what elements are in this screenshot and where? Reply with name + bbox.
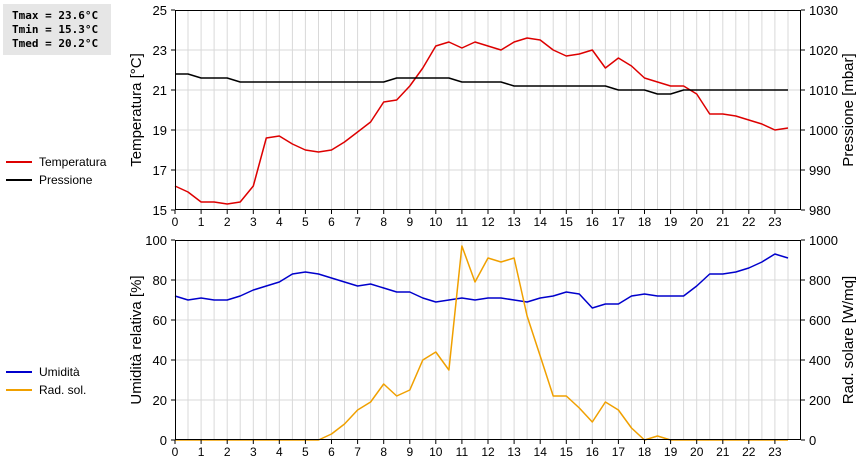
x-tick-label-top: 1 [198,215,205,229]
x-tick-label-bottom: 23 [768,445,782,459]
x-tick-label-bottom: 20 [690,445,704,459]
plot-frame-top [175,10,801,210]
x-tick-label-top: 2 [224,215,231,229]
x-tick-label-bottom: 5 [302,445,309,459]
x-tick-label-top: 8 [380,215,387,229]
legend-label-umidita: Umidità [39,365,80,379]
x-tick-label-top: 4 [276,215,283,229]
x-tick-label-top: 23 [768,215,782,229]
x-tick-label-bottom: 16 [586,445,600,459]
y-left-tick-label-top: 25 [153,3,167,18]
x-tick-label-top: 18 [638,215,652,229]
legend-swatch-pressione [6,179,32,181]
y-right-tick-label-top: 1030 [809,3,838,18]
series-line-pressione [175,73,788,95]
x-tick-label-top: 17 [612,215,626,229]
y-right-tick-label-bottom: 400 [809,353,831,368]
x-tick-label-bottom: 15 [560,445,574,459]
legend-swatch-rad-sol [6,389,32,391]
x-tick-label-top: 7 [354,215,361,229]
series-line-rad-sol- [175,245,788,441]
y-right-tick-label-bottom: 200 [809,393,831,408]
x-tick-label-bottom: 14 [534,445,548,459]
x-tick-label-bottom: 2 [224,445,231,459]
x-tick-label-bottom: 17 [612,445,626,459]
x-tick-label-bottom: 3 [250,445,257,459]
y-left-tick-label-top: 19 [153,123,167,138]
y-left-tick-label-bottom: 20 [153,393,167,408]
x-tick-label-top: 9 [406,215,413,229]
y-left-tick-label-bottom: 0 [160,433,167,448]
stats-box: Tmax = 23.6°C Tmin = 15.3°C Tmed = 20.2°… [3,4,111,55]
y-left-tick-label-bottom: 100 [145,233,167,248]
series-line-umidit- [174,253,789,309]
y-left-tick-label-bottom: 40 [153,353,167,368]
x-tick-label-top: 10 [429,215,443,229]
plot-frame-bottom [175,240,801,440]
y-right-axis-title-top: Pressione [mbar] [840,53,857,166]
x-tick-label-bottom: 11 [456,445,469,459]
y-right-tick-label-bottom: 1000 [809,233,838,248]
x-tick-label-bottom: 1 [198,445,205,459]
legend-label-temperatura: Temperatura [39,155,107,169]
y-right-tick-label-bottom: 800 [809,273,831,288]
x-tick-label-bottom: 4 [276,445,283,459]
x-tick-label-top: 3 [250,215,257,229]
x-tick-label-top: 0 [172,215,179,229]
x-tick-label-top: 13 [507,215,521,229]
x-tick-label-bottom: 7 [354,445,361,459]
x-tick-label-bottom: 22 [742,445,756,459]
y-right-tick-label-top: 1020 [809,43,838,58]
legend-label-pressione: Pressione [39,173,93,187]
legend-swatch-temperatura [6,161,32,163]
x-tick-label-bottom: 19 [664,445,678,459]
x-tick-label-top: 6 [328,215,335,229]
x-tick-label-top: 5 [302,215,309,229]
tmin-text: Tmin = 15.3°C [12,23,99,36]
x-tick-label-top: 14 [534,215,548,229]
x-tick-label-top: 21 [716,215,730,229]
legend-label-rad-sol: Rad. sol. [39,383,87,397]
x-tick-label-top: 20 [690,215,704,229]
x-tick-label-top: 15 [560,215,574,229]
y-right-tick-label-top: 980 [809,203,831,218]
x-tick-label-top: 22 [742,215,756,229]
y-left-axis-title-bottom: Umidità relativa [%] [128,275,145,404]
x-tick-label-bottom: 18 [638,445,652,459]
x-tick-label-top: 16 [586,215,600,229]
tmed-text: Tmed = 20.2°C [12,37,99,50]
y-left-tick-label-top: 21 [153,83,167,98]
y-left-tick-label-top: 17 [153,163,167,178]
y-right-tick-label-top: 1000 [809,123,838,138]
y-left-axis-title-top: Temperatura [°C] [128,53,145,167]
x-tick-label-top: 11 [456,215,469,229]
x-tick-label-bottom: 21 [716,445,730,459]
x-tick-label-top: 12 [481,215,495,229]
x-tick-label-bottom: 9 [406,445,413,459]
x-tick-label-bottom: 8 [380,445,387,459]
y-right-axis-title-bottom: Rad. solare [W/mq] [840,276,857,404]
y-right-tick-label-top: 990 [809,163,831,178]
x-tick-label-bottom: 10 [429,445,443,459]
y-right-tick-label-bottom: 0 [809,433,816,448]
legend-swatch-umidita [6,371,32,373]
y-right-tick-label-bottom: 600 [809,313,831,328]
x-tick-label-bottom: 12 [481,445,495,459]
x-tick-label-top: 19 [664,215,678,229]
tmax-text: Tmax = 23.6°C [12,9,99,22]
x-tick-label-bottom: 0 [172,445,179,459]
x-tick-label-bottom: 6 [328,445,335,459]
x-tick-label-bottom: 13 [507,445,521,459]
y-right-tick-label-top: 1010 [809,83,838,98]
series-line-temperatura [174,37,789,205]
y-left-tick-label-top: 23 [153,43,167,58]
y-left-tick-label-bottom: 60 [153,313,167,328]
y-left-tick-label-bottom: 80 [153,273,167,288]
y-left-tick-label-top: 15 [153,203,167,218]
